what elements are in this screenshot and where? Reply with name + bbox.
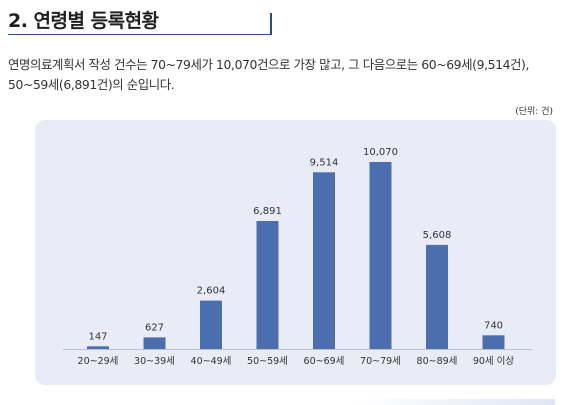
value-label-1: 147 (88, 331, 107, 342)
bottom-accent-bar (355, 399, 555, 405)
category-label-3: 40~49세 (191, 356, 232, 367)
bar-1 (87, 346, 109, 349)
category-label-1: 20~29세 (78, 356, 119, 367)
category-label-5: 60~69세 (304, 356, 345, 367)
value-label-7: 5,608 (423, 230, 452, 241)
heading-underline (8, 34, 272, 35)
section-heading: 2. 연령별 등록현황 (8, 4, 272, 35)
value-label-5: 9,514 (310, 157, 339, 168)
value-label-6: 10,070 (363, 147, 398, 158)
category-label-7: 80~89세 (417, 356, 458, 367)
bar-8 (482, 335, 505, 349)
category-label-6: 70~79세 (360, 356, 401, 367)
category-label-8: 90세 이상 (473, 356, 515, 367)
chart-panel: 147 20~29세 627 30~39세 2,604 40~49세 6,891 50~59세… (35, 120, 556, 385)
value-label-2: 627 (145, 322, 164, 333)
bar-7 (426, 244, 448, 349)
bar-4 (256, 221, 279, 349)
bar-3 (200, 300, 222, 349)
description-paragraph: 연명의료계획서 작성 건수는 70~79세가 10,070건으로 가장 많고, … (8, 55, 578, 95)
bar-6 (369, 162, 392, 349)
value-label-8: 740 (484, 320, 503, 331)
bar-chart: 147 20~29세 627 30~39세 2,604 40~49세 6,891 50~59세… (63, 147, 532, 367)
section-title: 2. 연령별 등록현황 (8, 10, 159, 32)
unit-label: (단위: 건) (515, 107, 553, 117)
bar-2 (143, 337, 166, 349)
category-label-4: 50~59세 (247, 356, 288, 367)
category-label-2: 30~39세 (134, 356, 175, 367)
bar-5 (313, 172, 335, 349)
description-line-1: 연명의료계획서 작성 건수는 70~79세가 10,070건으로 가장 많고, … (8, 57, 530, 72)
value-label-3: 2,604 (197, 286, 226, 297)
heading-corner-mark (270, 13, 272, 35)
value-label-4: 6,891 (253, 206, 282, 217)
description-line-2: 50~59세(6,891건)의 순입니다. (8, 77, 175, 92)
